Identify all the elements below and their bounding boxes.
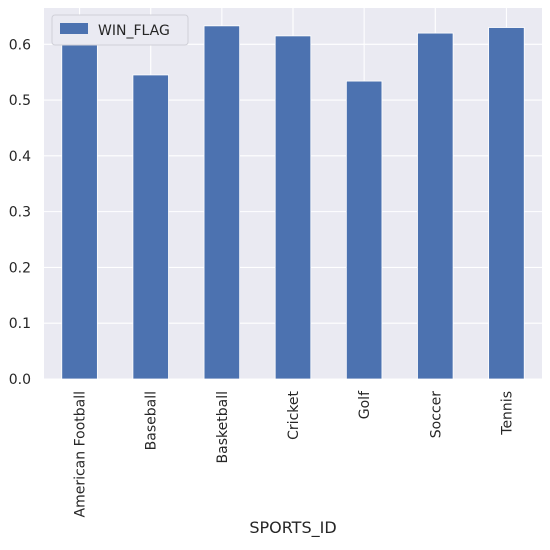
x-tick-label: Basketball bbox=[215, 391, 231, 463]
x-tick-label: Golf bbox=[357, 390, 373, 419]
legend-label: WIN_FLAG bbox=[98, 23, 170, 39]
x-axis-label: SPORTS_ID bbox=[249, 518, 336, 538]
bar bbox=[203, 25, 241, 380]
bars bbox=[61, 25, 525, 380]
x-tick-label: American Football bbox=[73, 391, 89, 518]
bar bbox=[345, 80, 383, 380]
y-axis-ticks: 0.0 0.1 0.2 0.3 0.4 0.5 0.6 bbox=[9, 37, 31, 388]
y-tick-label: 0.2 bbox=[9, 260, 31, 276]
bar bbox=[274, 35, 312, 380]
x-tick-label: Soccer bbox=[428, 391, 444, 438]
y-tick-label: 0.1 bbox=[9, 316, 31, 332]
x-tick-label: Cricket bbox=[286, 391, 302, 440]
y-tick-label: 0.3 bbox=[9, 205, 31, 221]
bar bbox=[488, 27, 525, 380]
y-tick-label: 0.4 bbox=[9, 149, 31, 165]
x-tick-label: Tennis bbox=[499, 391, 515, 436]
bar bbox=[417, 32, 454, 380]
bar bbox=[132, 74, 169, 380]
y-tick-label: 0.6 bbox=[9, 37, 31, 53]
y-tick-label: 0.5 bbox=[9, 93, 31, 109]
legend-swatch bbox=[60, 23, 88, 34]
y-tick-label: 0.0 bbox=[9, 372, 31, 388]
x-tick-label: Baseball bbox=[144, 391, 160, 450]
legend: WIN_FLAG bbox=[51, 14, 189, 46]
x-axis-ticks: American Football Baseball Basketball Crick… bbox=[73, 390, 516, 518]
bar bbox=[61, 37, 98, 380]
legend-box bbox=[51, 14, 189, 46]
